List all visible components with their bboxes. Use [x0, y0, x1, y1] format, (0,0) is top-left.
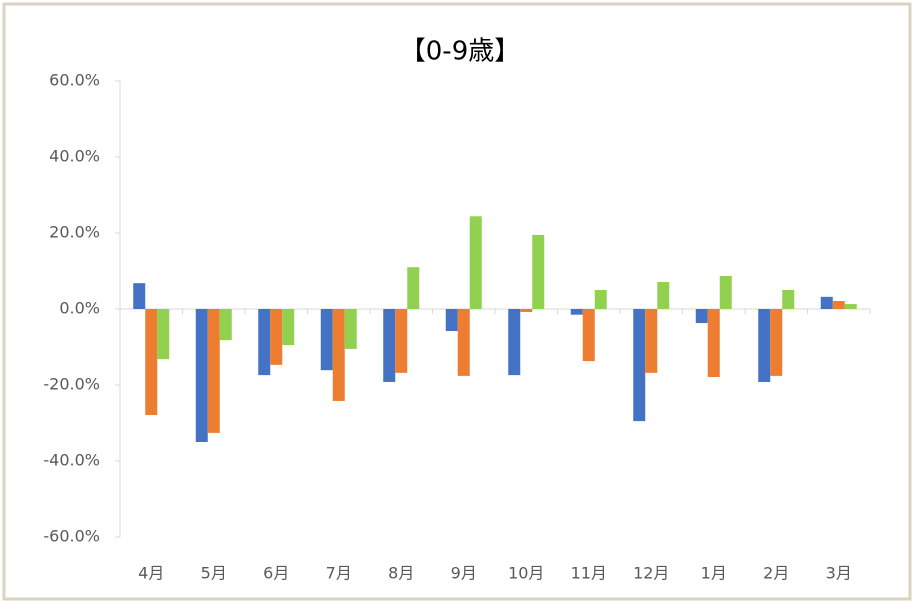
bar	[633, 309, 646, 422]
y-tick-label: 60.0%	[49, 71, 100, 90]
bar	[195, 309, 208, 442]
x-tick-label: 6月	[263, 564, 289, 583]
bar	[282, 309, 295, 346]
bar	[219, 309, 232, 341]
x-tick-label: 10月	[508, 564, 544, 583]
bar	[320, 309, 333, 371]
bar	[457, 309, 470, 376]
bar	[582, 309, 595, 362]
bar	[445, 309, 458, 332]
bar	[782, 290, 795, 309]
bar	[270, 309, 283, 365]
x-tick-label: 1月	[701, 564, 727, 583]
y-tick-label: -20.0%	[43, 375, 100, 394]
x-tick-label: 9月	[451, 564, 477, 583]
bar	[133, 283, 146, 309]
bar	[469, 216, 482, 309]
bar	[594, 290, 607, 309]
y-tick-label: -40.0%	[43, 451, 100, 470]
bar	[820, 296, 833, 309]
bar	[707, 309, 720, 378]
x-tick-label: 2月	[763, 564, 789, 583]
bar	[844, 304, 857, 309]
bar	[532, 234, 545, 309]
bar	[332, 309, 345, 401]
bar	[758, 309, 771, 382]
bar	[157, 309, 170, 360]
bar	[383, 309, 396, 382]
bar	[695, 309, 708, 324]
x-tick-label: 11月	[571, 564, 607, 583]
y-tick-label: 40.0%	[49, 147, 100, 166]
bar	[407, 267, 420, 309]
x-tick-label: 8月	[388, 564, 414, 583]
x-tick-label: 3月	[826, 564, 852, 583]
bar	[207, 309, 220, 433]
bar	[832, 301, 845, 309]
x-tick-label: 4月	[138, 564, 164, 583]
bar	[258, 309, 271, 376]
bar	[145, 309, 158, 416]
y-tick-label: 0.0%	[59, 299, 100, 318]
x-tick-label: 7月	[326, 564, 352, 583]
bar	[344, 309, 357, 349]
bar	[395, 309, 408, 373]
bar	[520, 309, 533, 313]
bar	[770, 309, 783, 376]
chart-title: 【0-9歳】	[400, 37, 520, 67]
bar	[570, 309, 583, 315]
bar	[645, 309, 658, 373]
bar	[508, 309, 521, 376]
bar	[719, 275, 732, 309]
y-tick-label: 20.0%	[49, 223, 100, 242]
x-tick-label: 5月	[201, 564, 227, 583]
x-tick-label: 12月	[633, 564, 669, 583]
y-tick-label: -60.0%	[43, 527, 100, 546]
bar	[657, 282, 670, 309]
